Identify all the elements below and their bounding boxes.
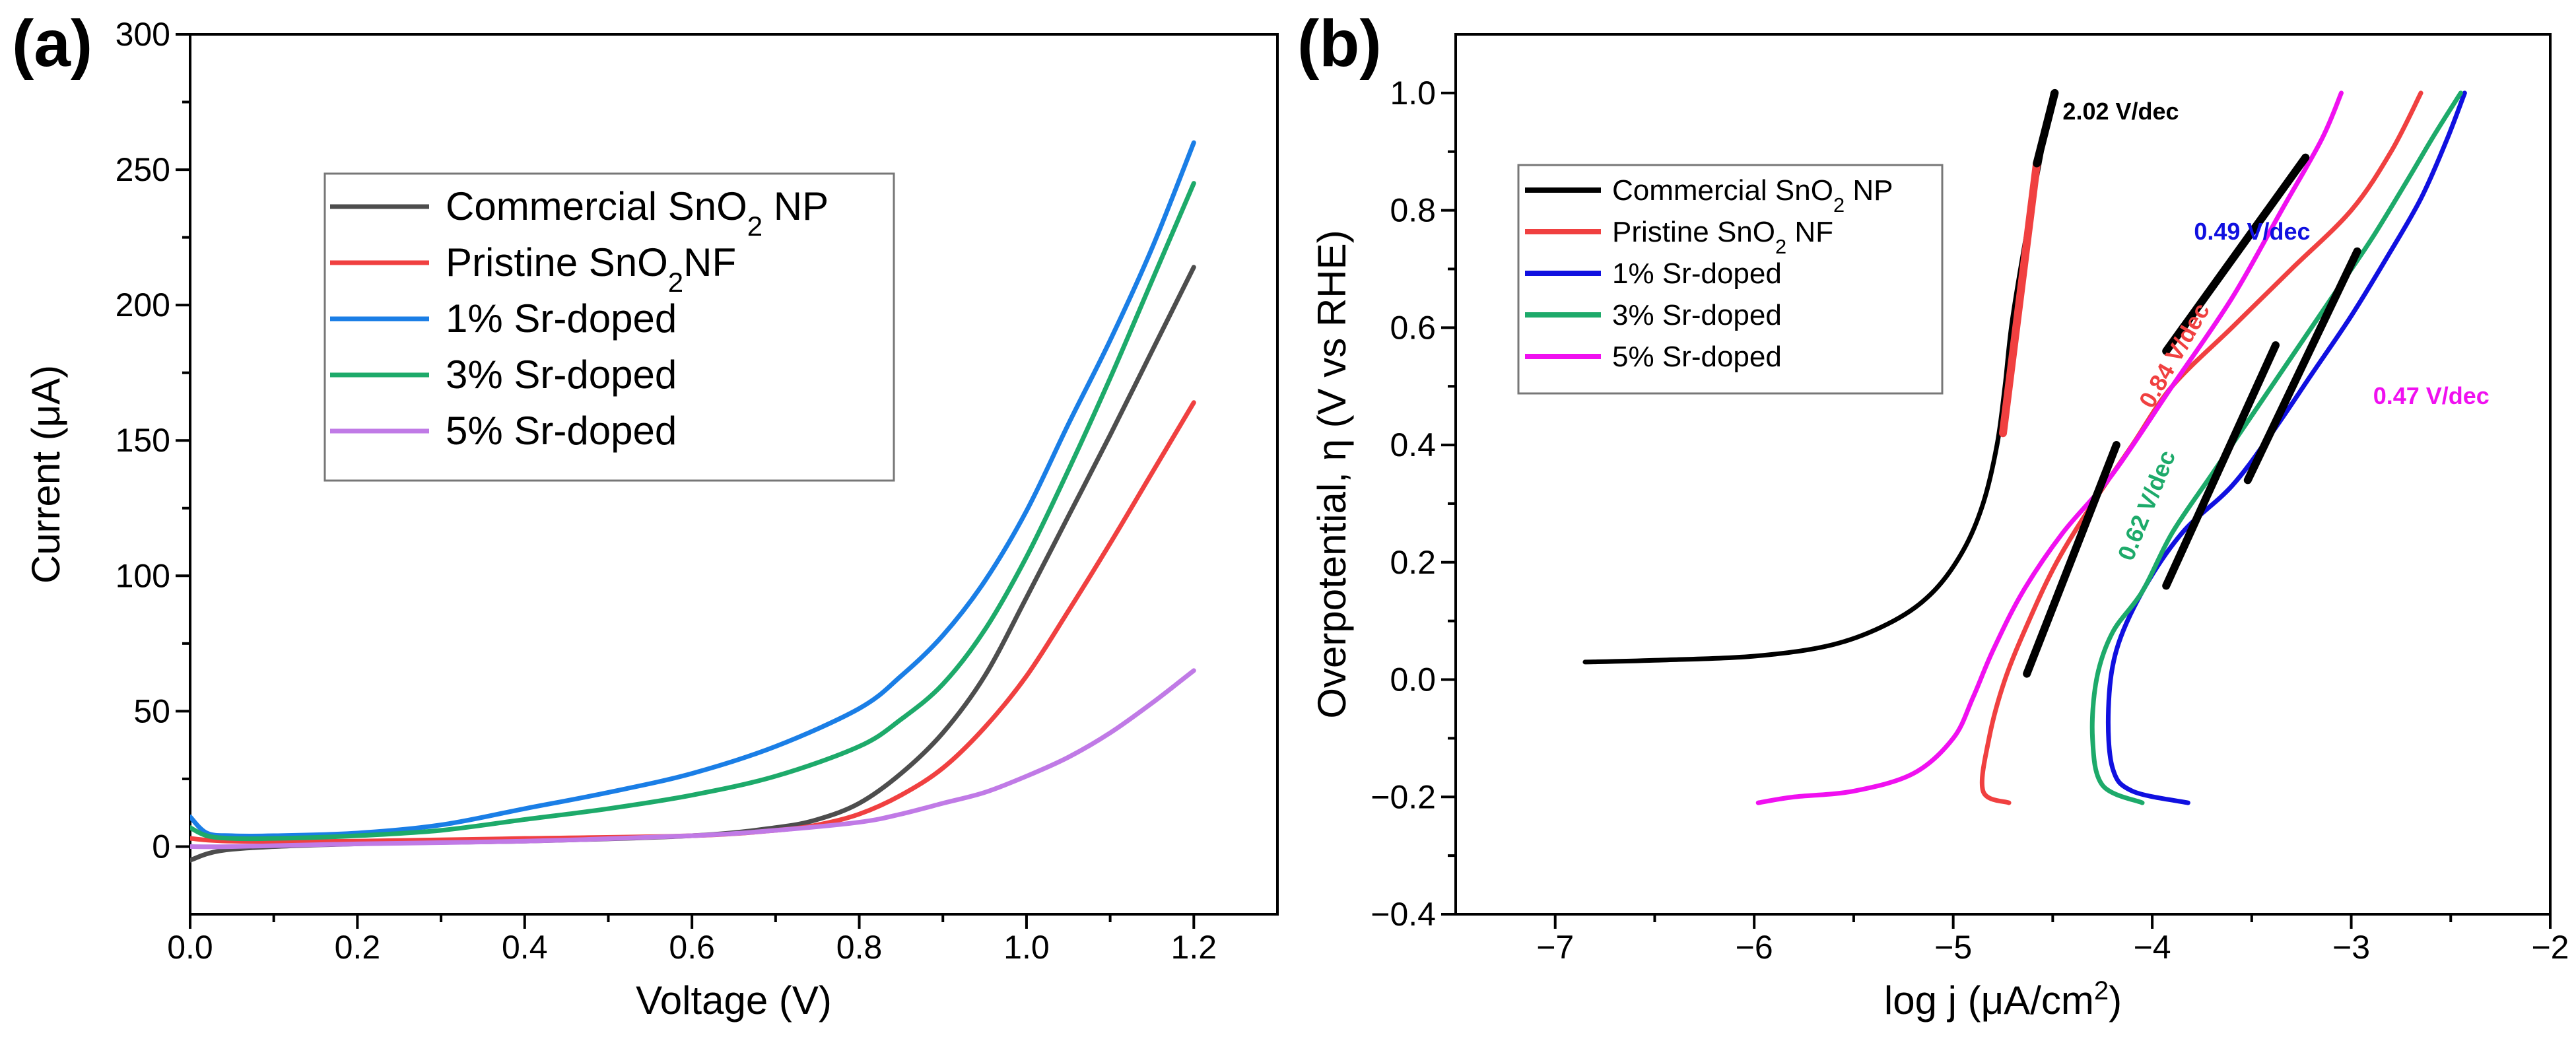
x-tick-label: 0.8 <box>836 929 883 966</box>
series-line-b_sr1 <box>2105 90 2467 805</box>
fit-commercial-red <box>1999 159 2041 438</box>
fit-sr5 <box>2162 153 2310 355</box>
series-line-sr1 <box>190 140 1196 839</box>
plot-area <box>190 140 1196 863</box>
fit-commercial-black <box>2033 88 2059 168</box>
legend-label-b_sr1: 1% Sr-doped <box>1612 257 1782 290</box>
x-tick-label: 0.6 <box>669 929 715 966</box>
fit-pristine <box>2023 441 2120 678</box>
plot-frame <box>1454 33 2552 916</box>
x-tick-label: 1.0 <box>1003 929 1050 966</box>
y-tick-label: 250 <box>116 151 170 188</box>
x-tick-label: −2 <box>2531 929 2569 966</box>
x-axis-title: Voltage (V) <box>636 978 832 1023</box>
x-tick-label: −6 <box>1736 929 1773 966</box>
y-tick-label: 50 <box>133 692 170 729</box>
plot-frame <box>189 33 1279 916</box>
x-axis-title: log j (μA/cm2) <box>1884 976 2122 1023</box>
y-tick-label: 0 <box>152 828 170 865</box>
x-tick-label: 0.0 <box>167 929 213 966</box>
y-tick-label: −0.2 <box>1371 778 1436 815</box>
y-tick-label: 100 <box>116 557 170 594</box>
y-tick-label: 1.0 <box>1390 75 1436 112</box>
y-axis-title: Current (μA) <box>24 365 68 584</box>
x-tick-label: −7 <box>1536 929 1574 966</box>
x-tick-label: 0.2 <box>335 929 381 966</box>
x-tick-label: 0.4 <box>502 929 548 966</box>
legend-label-sr3: 3% Sr-doped <box>446 353 677 397</box>
series-line-b_pristine <box>1979 90 2423 805</box>
series-line-b_sr5 <box>1755 90 2344 805</box>
y-tick-label: 200 <box>116 286 170 323</box>
y-tick-label: 0.6 <box>1390 309 1436 346</box>
x-tick-label: −5 <box>1934 929 1972 966</box>
x-tick-label: −4 <box>2134 929 2171 966</box>
legend-label-b_sr5: 5% Sr-doped <box>1612 341 1782 373</box>
legend-label-sr5: 5% Sr-doped <box>446 409 677 453</box>
y-tick-label: 0.8 <box>1390 192 1436 229</box>
y-tick-label: 0.4 <box>1390 426 1436 463</box>
legend-label-b_sr3: 3% Sr-doped <box>1612 299 1782 331</box>
panel-label-b: (b) <box>1297 7 1382 81</box>
slope-annotation: 0.47 V/dec <box>2373 382 2490 409</box>
x-tick-label: −3 <box>2332 929 2370 966</box>
x-tick-label: 1.2 <box>1171 929 1217 966</box>
y-axis-title: Overpotential, η (V vs RHE) <box>1310 230 1354 718</box>
series-line-sr5 <box>190 668 1196 850</box>
panel-a: (a) 0.0 0.2 0.4 0.6 0.8 1.0 1.2 0 50 100 150 200 250 3… <box>12 7 1279 1023</box>
plot-area <box>1582 88 2467 805</box>
y-tick-label: 150 <box>116 422 170 459</box>
fit-sr3 <box>2162 341 2280 590</box>
series-line-sr3 <box>190 181 1196 842</box>
y-tick-label: 0.2 <box>1390 544 1436 581</box>
y-tick-label: 0.0 <box>1390 661 1436 698</box>
panel-label-a: (a) <box>12 7 92 81</box>
y-tick-label: −0.4 <box>1371 896 1436 933</box>
slope-annotation: 2.02 V/dec <box>2062 98 2179 125</box>
y-tick-label: 300 <box>116 16 170 53</box>
fit-sr1 <box>2243 247 2361 485</box>
series-line-pristine <box>190 400 1196 844</box>
panel-b: (b) −7 −6 −5 −4 −3 −2 −0.4 −0.2 0.0 0.2 0.4 0.6 0.8 1.… <box>1297 7 2569 1023</box>
legend-label-sr1: 1% Sr-doped <box>446 296 677 341</box>
slope-annotation: 0.49 V/dec <box>2194 218 2310 245</box>
